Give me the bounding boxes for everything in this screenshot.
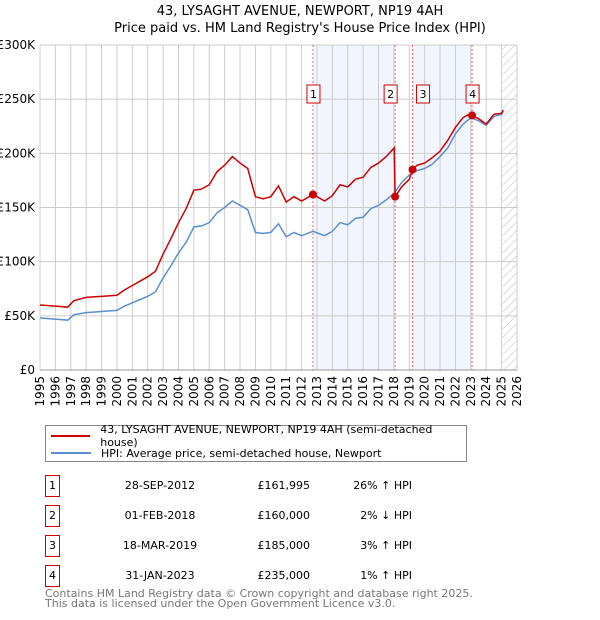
sale-date: 01-FEB-2018 [124, 509, 196, 522]
x-tick-label: 2002 [141, 376, 155, 407]
sale-label-border [306, 84, 321, 104]
sale-date: 28-SEP-2012 [124, 479, 196, 492]
sale-number: 2 [45, 505, 60, 527]
x-tick-label: 2010 [264, 376, 278, 407]
x-tick-label: 2022 [448, 376, 462, 407]
x-tick-label: 2025 [495, 376, 509, 407]
x-tick-label: 2000 [110, 376, 124, 407]
x-tick-label: 1996 [48, 376, 62, 407]
sale-hpi: 26% ↑ HPI [353, 479, 412, 492]
x-tick-label: 1999 [95, 376, 109, 407]
legend-item-property: 43, LYSAGHT AVENUE, NEWPORT, NP19 4AH (s… [51, 423, 466, 449]
x-tick-label: 2019 [402, 376, 416, 407]
x-tick-label: 2011 [279, 376, 293, 407]
y-tick-label: £200K [0, 146, 36, 160]
x-tick-label: 2006 [202, 376, 216, 407]
x-tick-label: 1997 [64, 376, 78, 407]
x-tick-label: 2018 [387, 376, 401, 407]
sale-number: 1 [45, 475, 60, 497]
x-tick-label: 2026 [510, 376, 524, 407]
sale-hpi: 1% ↑ HPI [360, 569, 412, 582]
sale-date: 18-MAR-2019 [122, 539, 198, 552]
x-tick-label: 2024 [479, 376, 493, 407]
sale-label-box: 2 [383, 84, 398, 104]
x-tick-label: 2014 [325, 376, 339, 407]
x-tick-label: 2005 [187, 376, 201, 407]
legend-label: 43, LYSAGHT AVENUE, NEWPORT, NP19 4AH (s… [100, 423, 433, 449]
sale-hpi: 3% ↑ HPI [360, 539, 412, 552]
x-tick-label: 2012 [295, 376, 309, 407]
sale-point [308, 190, 317, 199]
x-tick-label: 2020 [418, 376, 432, 407]
sale-label-box: 4 [465, 84, 480, 104]
sale-label-text: 1 [310, 88, 317, 101]
sale-date: 31-JAN-2023 [125, 569, 195, 582]
x-tick-label: 2009 [248, 376, 262, 407]
sale-point [468, 111, 477, 120]
y-tick-label: £250K [0, 92, 36, 106]
sale-label-border [465, 84, 480, 104]
table-row: 4 31-JAN-2023 £235,000 1% ↑ HPI [45, 565, 445, 587]
footer-line: Contains HM Land Registry data © Crown c… [45, 587, 473, 600]
chart-subtitle: Price paid vs. HM Land Registry's House … [114, 21, 486, 36]
sale-price: £160,000 [257, 509, 311, 522]
table-row: 2 01-FEB-2018 £160,000 2% ↓ HPI [45, 505, 445, 527]
x-tick-label: 2003 [156, 376, 170, 407]
x-tick-label: 2008 [233, 376, 247, 407]
sale-hpi: 2% ↓ HPI [360, 509, 412, 522]
legend-swatch-blue [51, 452, 91, 454]
x-tick-label: 2017 [372, 376, 386, 407]
x-tick-label: 2016 [356, 376, 370, 407]
x-tick-label: 2004 [171, 376, 185, 407]
y-tick-label: £100K [0, 255, 36, 269]
sale-label-text: 4 [469, 88, 476, 101]
legend: 43, LYSAGHT AVENUE, NEWPORT, NP19 4AH (s… [45, 423, 467, 462]
footer: Contains HM Land Registry data © Crown c… [45, 587, 473, 610]
y-tick-label: £150K [0, 201, 36, 215]
x-tick-label: 1995 [33, 376, 47, 407]
x-tick-label: 2015 [341, 376, 355, 407]
sale-point [408, 165, 417, 174]
sale-label-border [383, 84, 398, 104]
sale-label-text: 2 [387, 88, 394, 101]
sale-point [391, 192, 400, 201]
legend-label: HPI: Average price, semi-detached house,… [101, 446, 382, 460]
x-tick-label: 1998 [79, 376, 93, 407]
x-tick-label: 2023 [464, 376, 478, 407]
sale-label-box: 1 [306, 84, 321, 104]
price-chart: 1995 1996 1997 1998 1999 2000 2001 2002 2003 2004… [0, 38, 524, 407]
sale-number: 4 [45, 565, 60, 587]
sale-number: 3 [45, 535, 60, 557]
y-tick-label: £0 [20, 363, 35, 377]
sale-label-box: 3 [416, 84, 431, 104]
sale-label-border [416, 84, 431, 104]
y-tick-label: £300K [0, 38, 36, 52]
hpi-line [39, 110, 504, 321]
property-price-line [39, 109, 504, 308]
sale-price: £185,000 [257, 539, 311, 552]
legend-swatch-red [51, 435, 91, 437]
table-row: 1 28-SEP-2012 £161,995 26% ↑ HPI [45, 475, 445, 497]
sale-price: £161,995 [257, 479, 311, 492]
sale-label-text: 3 [420, 88, 427, 101]
x-tick-label: 2013 [310, 376, 324, 407]
table-row: 3 18-MAR-2019 £185,000 3% ↑ HPI [45, 535, 445, 557]
footer-line: This data is licensed under the Open Gov… [45, 597, 396, 610]
y-tick-label: £50K [4, 309, 36, 323]
x-tick-label: 2001 [125, 376, 139, 407]
x-tick-label: 2021 [433, 376, 447, 407]
x-tick-label: 2007 [218, 376, 232, 407]
chart-title: 43, LYSAGHT AVENUE, NEWPORT, NP19 4AH [156, 4, 444, 19]
sale-price: £235,000 [257, 569, 311, 582]
legend-item-hpi: HPI: Average price, semi-detached house,… [51, 445, 381, 461]
